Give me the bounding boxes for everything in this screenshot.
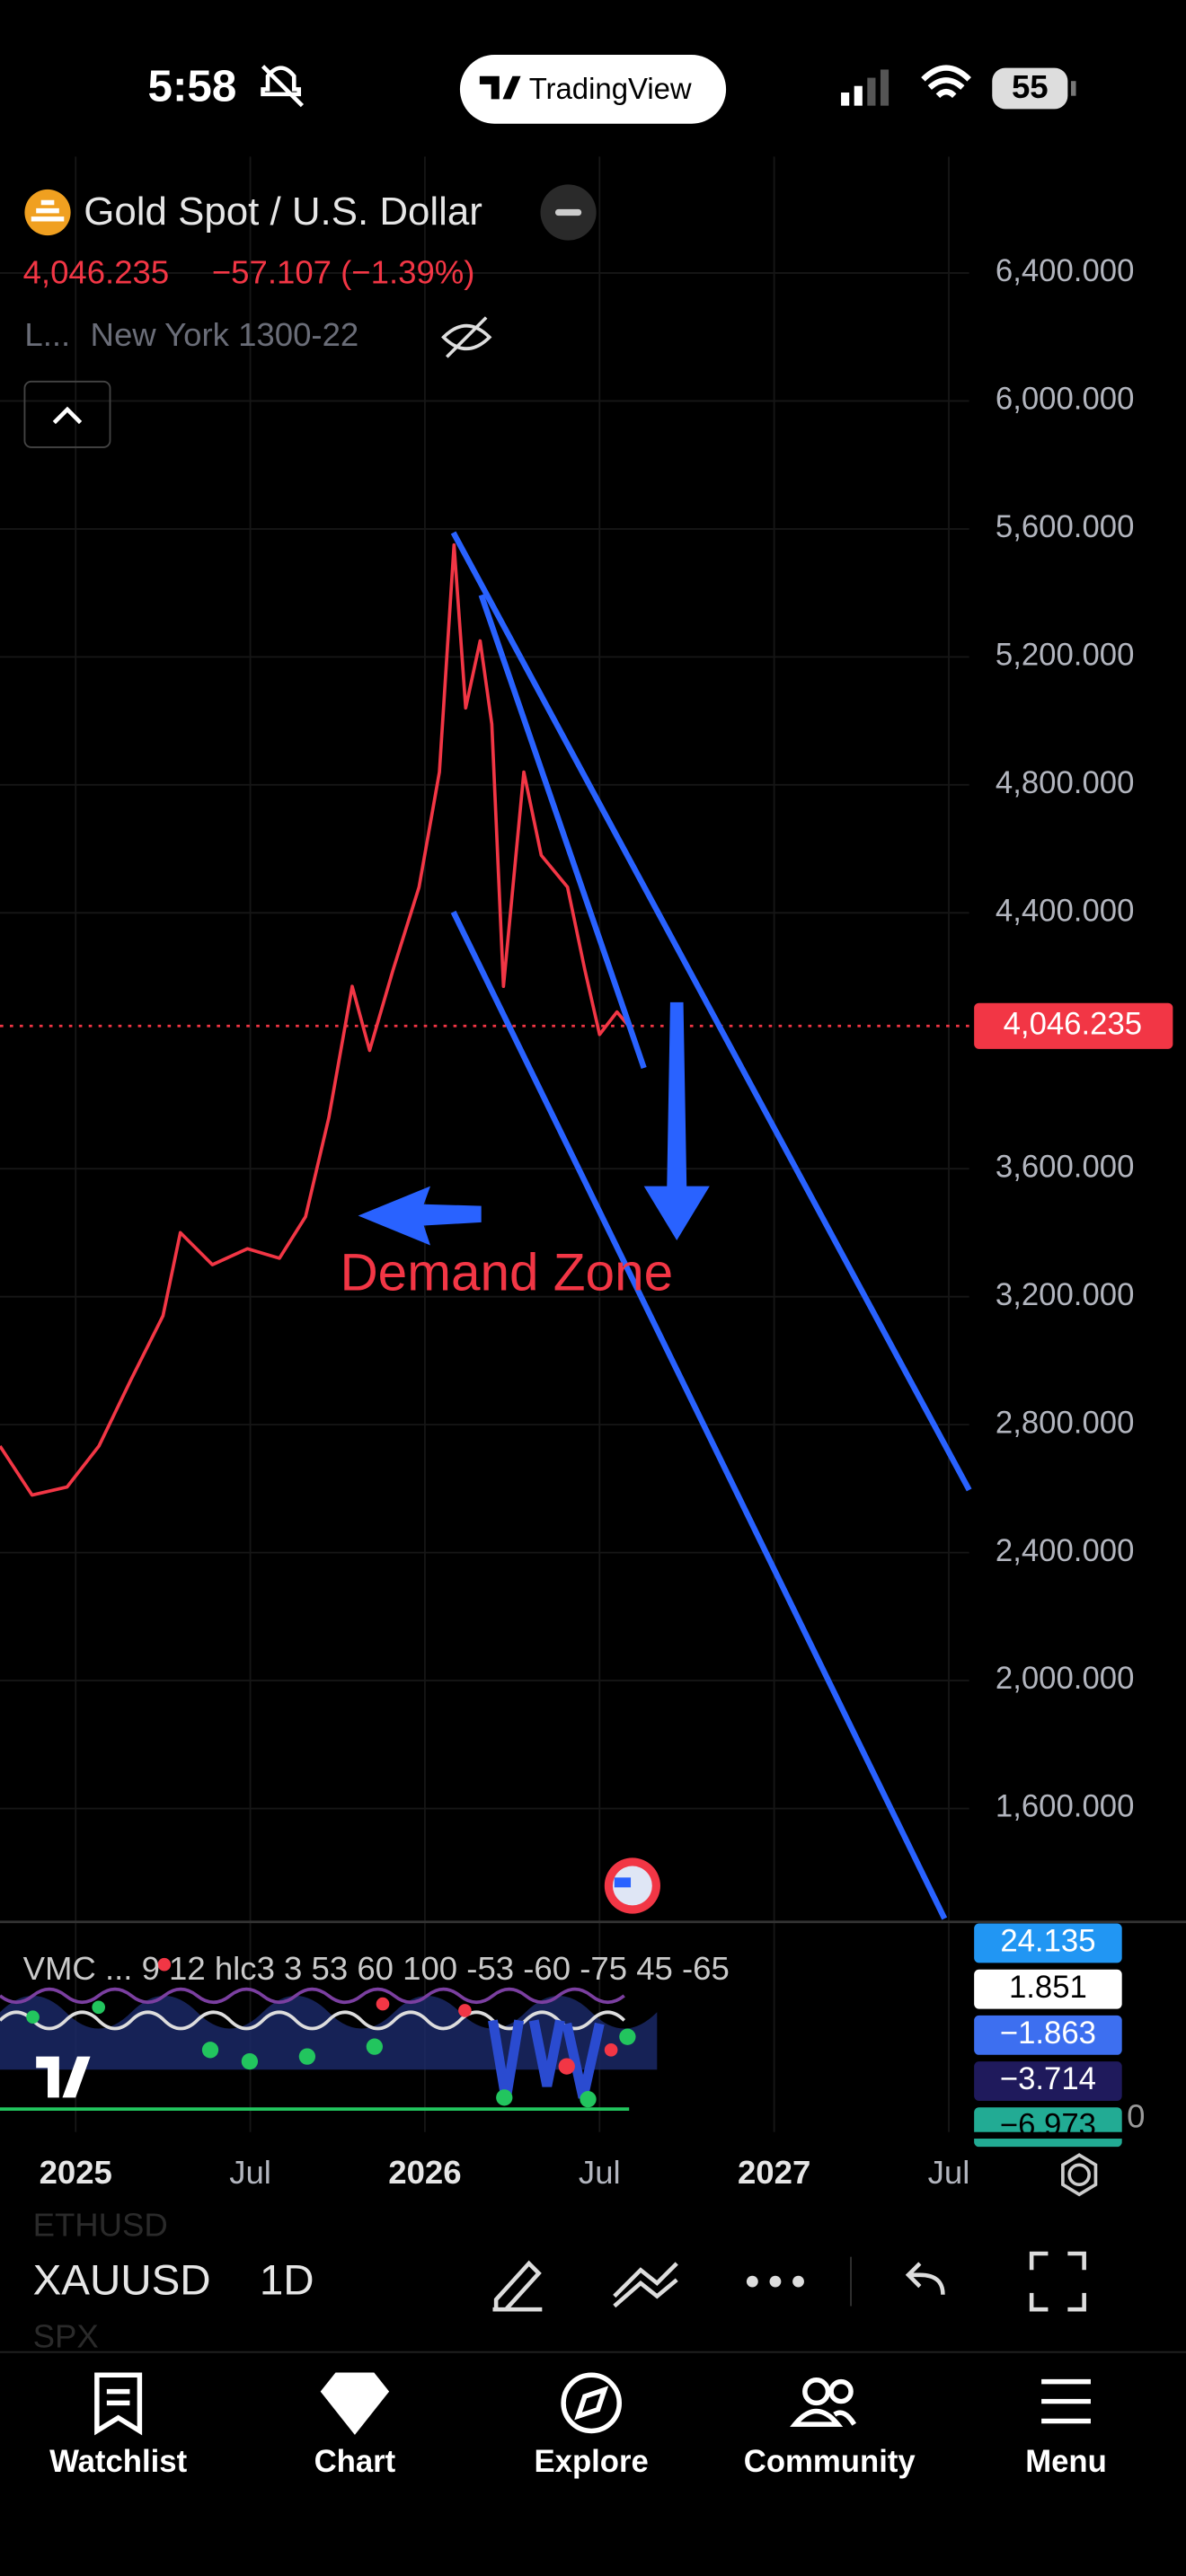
indicator-label: VMC ... 9 12 hlc3 3 53 60 100 -53 -60 -7… <box>23 1950 730 1987</box>
x-tick-label: Jul <box>928 2154 970 2191</box>
y-tick-label: 2,800.000 <box>996 1406 1134 1440</box>
y-tick-label: 3,200.000 <box>996 1278 1134 1312</box>
signal-icon <box>841 69 890 106</box>
tab-label[interactable]: Watchlist <box>49 2445 187 2479</box>
battery <box>992 67 1068 110</box>
event-flag-canton <box>614 1877 632 1888</box>
settings-icon-outline <box>1061 2153 1098 2197</box>
tab-bar: Watchlist Chart Explore Community Menu <box>49 2445 1107 2479</box>
indicator-scale-label: −3.714 <box>1000 2062 1096 2096</box>
toolbar-interval[interactable]: 1D <box>260 2256 314 2304</box>
y-tick-label: 4,400.000 <box>996 894 1134 928</box>
ghost-symbol: SPX <box>33 2318 99 2355</box>
arrow-left <box>358 1186 482 1246</box>
indicator-line <box>0 1987 625 2005</box>
header-price: 4,046.235 <box>23 254 170 291</box>
undo[interactable] <box>905 2262 945 2295</box>
visibility-icon[interactable] <box>441 316 492 358</box>
indicator-scale-box <box>974 1969 1122 2009</box>
clock: 5:58 <box>148 61 237 110</box>
tab-label[interactable]: Explore <box>534 2445 648 2479</box>
x-tick-label: 2027 <box>738 2154 810 2191</box>
plot: 4,046.235 <box>0 543 1173 1497</box>
expand-icon <box>52 406 83 425</box>
indicator-scale-box <box>974 2061 1122 2101</box>
battery-level: 55 <box>1012 68 1049 105</box>
brand-logo <box>479 75 521 100</box>
indicator-scale-label: −1.863 <box>1000 2016 1096 2051</box>
indicator-scale-label: 1.851 <box>1009 1971 1087 2005</box>
toolbar-symbol[interactable]: XAUUSD <box>33 2256 211 2304</box>
symbol-icon-bars <box>31 199 65 222</box>
indicator-scale-box <box>974 2015 1122 2055</box>
trend-line <box>478 594 647 1070</box>
session: New York 1300-22 <box>91 316 359 353</box>
arrow-down <box>643 1001 710 1240</box>
pane-bottom <box>0 2131 1186 2139</box>
y-tick-label: 5,200.000 <box>996 639 1134 673</box>
indicator-wave <box>0 1995 658 2070</box>
indicator-dots <box>26 2000 636 2108</box>
settings-icon[interactable] <box>1067 2163 1091 2187</box>
y-tick-label: 2,000.000 <box>996 1662 1134 1696</box>
trend-tool[interactable] <box>613 2262 678 2308</box>
indicator-scale-label: 24.135 <box>1000 1925 1095 1959</box>
more-tool[interactable] <box>746 2275 804 2288</box>
indicator-scale-tail: 0 <box>1127 2098 1145 2135</box>
channel-line <box>450 910 948 1920</box>
indicator-scale-box <box>974 1923 1122 1963</box>
y-tick-label: 6,000.000 <box>996 383 1134 417</box>
indicator-plot <box>0 1957 658 2111</box>
draw-tool[interactable] <box>492 2260 543 2312</box>
x-tick-label: 2025 <box>40 2154 112 2191</box>
x-tick-label: Jul <box>579 2154 621 2191</box>
session-prefix: L... <box>24 316 70 353</box>
y-tick-label: 4,800.000 <box>996 766 1134 800</box>
collapse-icon <box>554 208 582 216</box>
channel-line <box>450 531 972 1492</box>
drawings <box>450 531 972 1920</box>
x-tick-label: 2026 <box>388 2154 461 2191</box>
y-tick-label: 5,600.000 <box>996 510 1134 544</box>
mute-icon <box>261 65 305 108</box>
last-price-box <box>974 1002 1173 1049</box>
y-tick-label: 6,400.000 <box>996 254 1134 288</box>
x-tick-label: Jul <box>229 2154 271 2191</box>
last-price-label: 4,046.235 <box>1004 1007 1142 1041</box>
battery-tip <box>1071 81 1076 96</box>
fullscreen[interactable] <box>1029 2251 1086 2312</box>
ghost-symbol: ETHUSD <box>33 2206 168 2243</box>
y-tick-label: 3,600.000 <box>996 1150 1134 1184</box>
watermark <box>36 2056 91 2098</box>
price-line <box>0 543 631 1497</box>
brand-pill <box>459 54 727 124</box>
event-flag <box>612 1866 652 1906</box>
tab-label[interactable]: Chart <box>314 2445 396 2479</box>
tab-icons <box>94 2372 1091 2436</box>
symbol-name[interactable]: Gold Spot / U.S. Dollar <box>84 190 482 234</box>
y-tick-label: 1,600.000 <box>996 1790 1134 1824</box>
tab-label[interactable]: Menu <box>1025 2445 1107 2479</box>
indicator-dots-red <box>157 1957 618 2075</box>
tab-label[interactable]: Community <box>744 2445 916 2479</box>
wifi-icon <box>921 65 971 99</box>
grid: 1,600.000 2,000.000 2,400.000 2,800.000 3,20… <box>0 156 1134 2191</box>
header-change: −57.107 (−1.39%) <box>212 254 475 291</box>
expand-button[interactable] <box>23 380 111 448</box>
y-tick-label: 2,400.000 <box>996 1534 1134 1568</box>
annotation: Demand Zone <box>340 1244 673 1302</box>
brand-name: TradingView <box>529 72 692 105</box>
